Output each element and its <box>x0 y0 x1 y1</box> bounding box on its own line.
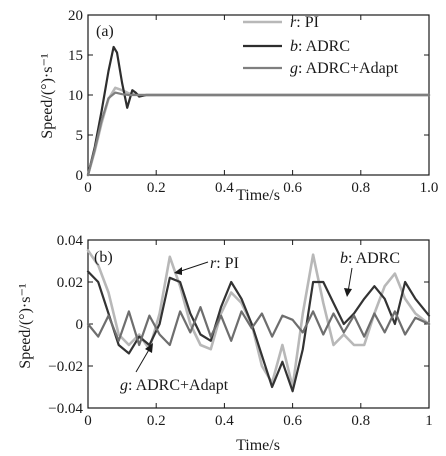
xtick-label: 0.4 <box>215 413 234 429</box>
xtick-label: 0.4 <box>215 180 234 196</box>
xtick-label: 0.8 <box>351 413 370 429</box>
panel-a-xlabel: Time/s <box>236 187 280 204</box>
panel-b-xlabel: Time/s <box>236 437 280 454</box>
annotation-adrc-arrowhead <box>344 288 352 297</box>
xtick-label: 0.2 <box>147 180 166 196</box>
ytick-label: 15 <box>68 48 83 64</box>
xtick-label: 1 <box>425 413 433 429</box>
ytick-label: 0.04 <box>57 233 84 249</box>
ytick-label: 0 <box>76 168 84 184</box>
panel-a-ticks: 0 0.2 0.4 0.6 0.8 1.0 0 5 10 15 20 <box>68 8 438 196</box>
annotation-adrc-label: b: ADRC <box>340 250 400 267</box>
panel-a: 0 0.2 0.4 0.6 0.8 1.0 0 5 10 15 20 (a) Time/s Spee… <box>39 8 438 204</box>
xtick-label: 0 <box>84 413 92 429</box>
panel-a-series <box>86 45 431 177</box>
xtick-label: 1.0 <box>420 180 439 196</box>
ytick-label: −0.04 <box>48 401 83 417</box>
ytick-label: 5 <box>76 128 84 144</box>
legend: r: PI b: ADRC g: ADRC+Adapt <box>243 14 399 77</box>
annotation-adrc: b: ADRC <box>340 250 400 297</box>
legend-prefix-pi: r <box>290 14 297 31</box>
panel-b-ylabel: Speed/(°)·s⁻¹ <box>17 283 34 369</box>
panel-b-series <box>86 249 431 393</box>
annotation-adrc-adapt-label: g: ADRC+Adapt <box>120 377 229 394</box>
panel-a-label: (a) <box>96 23 114 40</box>
legend-prefix-adrc-adapt: g <box>290 60 298 77</box>
annotation-adrc-arrow <box>347 267 353 293</box>
series-line-pi <box>86 86 431 177</box>
annotation-pi-arrowhead <box>174 267 182 275</box>
annotation-adrc-adapt-arrowhead <box>145 343 153 353</box>
series-line-adrc-adapt <box>86 91 431 177</box>
annotation-adrc-adapt-arrow <box>135 347 151 373</box>
xtick-label: 0.2 <box>147 413 166 429</box>
annotation-adrc-adapt: g: ADRC+Adapt <box>120 343 229 394</box>
xtick-label: 0.6 <box>283 180 302 196</box>
ytick-label: 20 <box>68 8 83 24</box>
xtick-label: 0.8 <box>351 180 370 196</box>
series-line-adrc <box>86 270 431 393</box>
ytick-label: 0.02 <box>57 275 83 291</box>
panel-b: 0 0.2 0.4 0.6 0.8 1 −0.04 −0.02 0 0.02 0.04 (b) Ti… <box>17 233 433 454</box>
xtick-label: 0.6 <box>283 413 302 429</box>
legend-entry-pi: r: PI <box>290 14 319 31</box>
series-line-adrc-adapt <box>86 306 431 347</box>
panel-b-label: (b) <box>94 249 113 266</box>
annotation-pi: r: PI <box>174 255 239 275</box>
annotation-pi-label: r: PI <box>210 255 239 272</box>
legend-label-pi: PI <box>305 14 319 31</box>
legend-prefix-adrc: b <box>290 38 298 55</box>
xtick-label: 0 <box>84 180 92 196</box>
annotation-pi-arrow <box>177 261 209 273</box>
legend-label-adrc: ADRC <box>306 38 350 55</box>
ytick-label: −0.02 <box>48 359 83 375</box>
legend-entry-adrc-adapt: g: ADRC+Adapt <box>290 60 399 77</box>
panel-b-ticks: 0 0.2 0.4 0.6 0.8 1 −0.04 −0.02 0 0.02 0.04 <box>48 233 432 429</box>
legend-label-adrc-adapt: ADRC+Adapt <box>306 60 399 77</box>
panel-a-ylabel: Speed/(°)·s⁻¹ <box>39 53 56 139</box>
ytick-label: 0 <box>76 317 84 333</box>
ytick-label: 10 <box>68 88 83 104</box>
legend-entry-adrc: b: ADRC <box>290 38 350 55</box>
